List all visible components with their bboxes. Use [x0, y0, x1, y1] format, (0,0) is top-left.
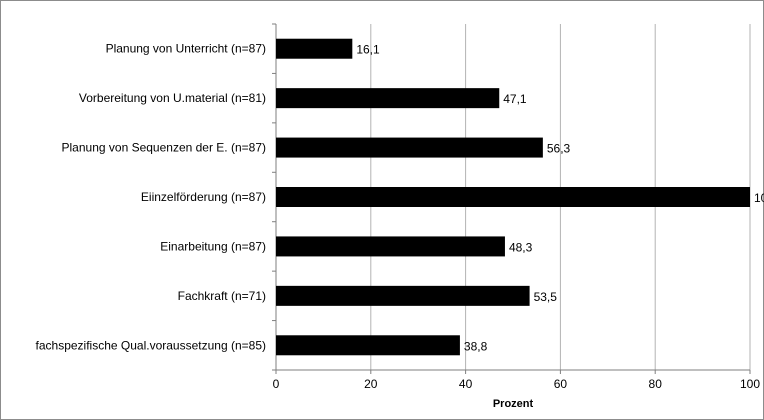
x-tick-label: 60 [554, 377, 568, 391]
x-tick-label: 80 [649, 377, 663, 391]
x-tick-label: 100 [740, 377, 760, 391]
bar-1 [276, 88, 500, 109]
bar-0 [276, 38, 353, 59]
category-label: Fachkraft (n=71) [178, 289, 266, 303]
bar-4 [276, 236, 505, 257]
category-label: Planung von Unterricht (n=87) [106, 42, 266, 56]
x-axis-title: Prozent [493, 398, 534, 410]
x-tick-label: 40 [459, 377, 473, 391]
data-label: 38,8 [464, 339, 488, 353]
bar-6 [276, 335, 460, 356]
category-label: Eiinzelförderung (n=87) [141, 190, 266, 204]
bar-3 [276, 187, 750, 207]
category-label: fachspezifische Qual.voraussetzung (n=85… [36, 338, 266, 352]
category-label: Einarbeitung (n=87) [160, 239, 266, 253]
data-label: 16,1 [356, 43, 380, 57]
category-label: Planung von Sequenzen der E. (n=87) [62, 141, 266, 155]
data-label: 48,3 [509, 240, 533, 254]
x-tick-label: 20 [364, 377, 378, 391]
data-label: 47,1 [503, 92, 527, 106]
x-tick-label: 0 [273, 377, 280, 391]
category-label: Vorbereitung von U.material (n=81) [79, 91, 266, 105]
bar-2 [276, 137, 543, 158]
data-label: 53,5 [534, 290, 558, 304]
data-label: 56,3 [547, 142, 571, 156]
data-label: 100 [754, 191, 764, 205]
bar-5 [276, 285, 530, 306]
